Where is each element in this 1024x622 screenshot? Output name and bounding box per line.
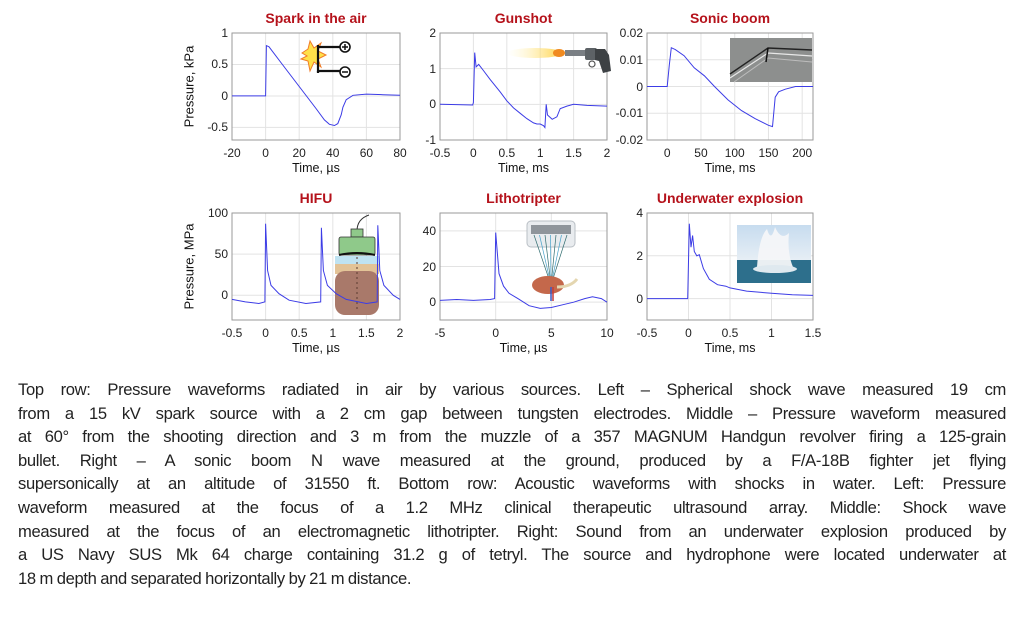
x-tick-label: 0 (492, 326, 499, 340)
axes-frame (231, 32, 401, 141)
x-tick-label: 0 (262, 146, 269, 160)
y-tick-label: 20 (422, 259, 436, 274)
x-axis-label: Time, ms (704, 341, 756, 355)
chart-title: Sonic boom (689, 10, 771, 26)
chart-plot-area (646, 212, 814, 321)
x-axis-label: Time, µs (292, 161, 340, 175)
y-tick-label: 0.5 (211, 57, 228, 72)
y-tick-label: 0.01 (619, 52, 643, 67)
x-tick-label: 100 (724, 146, 745, 160)
x-tick-label: 0 (262, 326, 269, 340)
y-tick-label: 0 (221, 88, 228, 103)
caption-line: supersonically at an altitude of 31550 f… (18, 474, 1006, 494)
axes-frame (439, 32, 608, 141)
x-tick-label: 1.5 (804, 326, 822, 340)
chart-plot-area (231, 32, 401, 141)
y-tick-label: 2 (429, 26, 436, 40)
x-tick-label: 0 (470, 146, 477, 160)
x-axis-label: Time, ms (498, 161, 549, 175)
x-tick-label: -0.5 (221, 326, 243, 340)
x-tick-label: 2 (603, 146, 611, 160)
y-tick-label: -0.01 (615, 106, 643, 121)
series-line-pressure (232, 44, 401, 127)
chart-title: Gunshot (494, 10, 553, 26)
series-line-pressure (439, 232, 608, 309)
y-tick-label: -1 (425, 133, 436, 147)
caption-line: from a 15 kV spark source with a 2 cm ga… (18, 403, 1006, 423)
series-line-pressure (647, 46, 813, 128)
x-tick-label: 1 (329, 326, 337, 340)
chart-plot-area (231, 212, 401, 321)
x-axis-label: Time, ms (704, 161, 756, 175)
x-tick-label: -0.5 (636, 326, 658, 340)
caption-line: Top row: Pressure waveforms radiated in … (18, 380, 1006, 399)
x-tick-label: 150 (758, 146, 779, 160)
explosion-photo (737, 225, 811, 283)
chart-title: Spark in the air (265, 10, 367, 26)
x-tick-label: 80 (393, 146, 407, 160)
y-tick-label: 50 (214, 247, 228, 262)
caption-line: bullet. Right – A sonic boom N wave meas… (18, 450, 1006, 470)
chart-plot-area (439, 32, 611, 141)
y-tick-label: 0 (429, 97, 436, 112)
x-tick-label: 1 (536, 146, 544, 160)
x-tick-label: 40 (326, 146, 340, 160)
y-tick-label: 0 (636, 291, 643, 306)
x-tick-label: 1 (768, 326, 775, 340)
caption-line: waveform measured at the focus of a 1.2 … (18, 497, 1006, 517)
x-tick-label: 10 (600, 326, 614, 340)
revolver-icon (507, 48, 611, 73)
x-tick-label: 60 (359, 146, 374, 160)
y-tick-label: 4 (636, 206, 643, 220)
y-tick-label: 0.02 (619, 26, 643, 40)
x-tick-label: 20 (292, 146, 306, 160)
x-tick-label: -20 (223, 146, 241, 160)
caption-line: a US Navy SUS Mk 64 charge containing 31… (18, 545, 1006, 565)
x-tick-label: 0 (663, 146, 671, 160)
axes-frame (439, 212, 608, 321)
y-tick-label: 100 (207, 206, 228, 220)
x-tick-label: 2 (396, 326, 404, 340)
x-tick-label: 1.5 (358, 326, 375, 340)
y-tick-label: 1 (221, 26, 228, 40)
x-tick-label: 50 (694, 146, 708, 160)
x-tick-label: -5 (434, 326, 446, 340)
x-axis-label: Time, µs (292, 341, 340, 355)
y-tick-label: -0.5 (207, 120, 228, 135)
y-tick-label: 0 (221, 288, 228, 303)
axes-frame (646, 212, 814, 321)
chart-title: Lithotripter (486, 190, 561, 206)
x-tick-label: 0 (685, 326, 692, 340)
x-tick-label: 1.5 (565, 146, 582, 160)
caption-line: at 60° from the shooting direction and 3… (18, 427, 1006, 447)
figure-caption: Top row: Pressure waveforms radiated in … (18, 378, 1006, 590)
caption-line: 18 m depth and separated horizontally by… (18, 568, 412, 588)
y-tick-label: 1 (429, 61, 436, 76)
series-line-pressure (439, 52, 608, 129)
x-tick-label: -0.5 (429, 146, 451, 160)
spark-electrodes-icon (299, 39, 351, 78)
y-tick-label: 2 (636, 248, 643, 263)
schlieren-photo (729, 38, 813, 83)
figure-panels: -20 0 20 40 60 80 -0.5 0 0.5 1 Spark in the air Tim… (182, 10, 822, 355)
x-tick-label: 5 (547, 326, 555, 340)
lithotripter-kidney-icon (526, 220, 579, 301)
x-tick-label: 0.5 (721, 326, 739, 340)
chart-plot-area (439, 212, 608, 321)
y-tick-label: 0 (429, 295, 436, 310)
series-line-pressure (647, 223, 814, 300)
series-line-pressure (231, 223, 401, 305)
axes-frame (231, 212, 401, 321)
chart-title: Underwater explosion (656, 190, 804, 206)
caption-line: measured at the focus of an electromagne… (18, 521, 1006, 541)
x-tick-label: 200 (792, 146, 813, 160)
y-tick-label: 40 (422, 223, 436, 238)
x-axis-label: Time, µs (499, 341, 548, 355)
chart-title: HIFU (299, 190, 333, 206)
y-tick-label: -0.02 (615, 133, 643, 147)
chart-plot-area (646, 32, 814, 141)
y-tick-label: 0 (636, 79, 643, 94)
x-tick-label: 0.5 (290, 326, 308, 340)
x-tick-label: 0.5 (498, 146, 516, 160)
